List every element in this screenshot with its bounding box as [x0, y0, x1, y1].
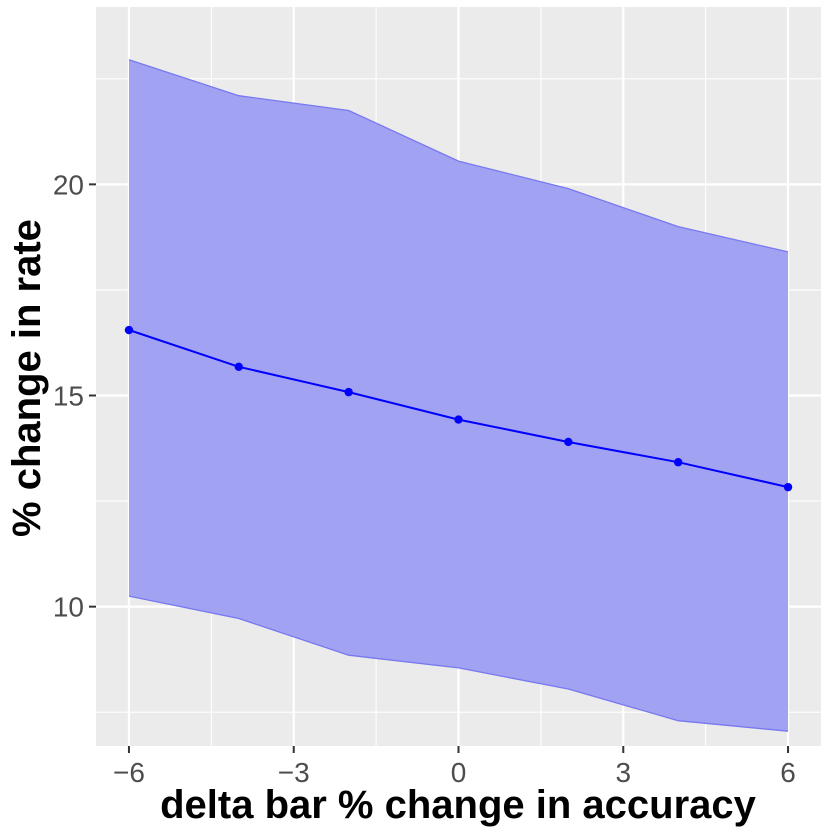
y-axis: 10 15 20 — [53, 169, 96, 623]
data-point — [454, 415, 463, 424]
confidence-band-upper-edge — [128, 59, 789, 253]
x-tick-label: −6 — [113, 757, 145, 788]
data-point — [124, 325, 134, 335]
y-tick-label: 15 — [53, 381, 84, 412]
data-point — [344, 387, 353, 397]
data-point — [673, 458, 683, 467]
data-point — [783, 482, 793, 492]
confidence-band-lower-edge — [128, 595, 789, 732]
x-tick-label: −3 — [278, 757, 310, 788]
y-tick-label: 20 — [53, 169, 84, 200]
y-axis-title: % change in rate — [5, 219, 49, 537]
confidence-band-layer — [128, 59, 789, 732]
y-tick-label: 10 — [53, 592, 84, 623]
x-tick-label: 0 — [451, 757, 467, 788]
x-axis: −6 −3 0 3 6 — [113, 746, 796, 788]
data-point — [564, 437, 573, 447]
series-points-layer — [124, 325, 793, 492]
data-point — [234, 362, 244, 371]
confidence-band — [129, 59, 788, 732]
x-axis-title: delta bar % change in accuracy — [160, 783, 757, 827]
x-tick-label: 6 — [780, 757, 796, 788]
x-tick-label: 3 — [615, 757, 631, 788]
